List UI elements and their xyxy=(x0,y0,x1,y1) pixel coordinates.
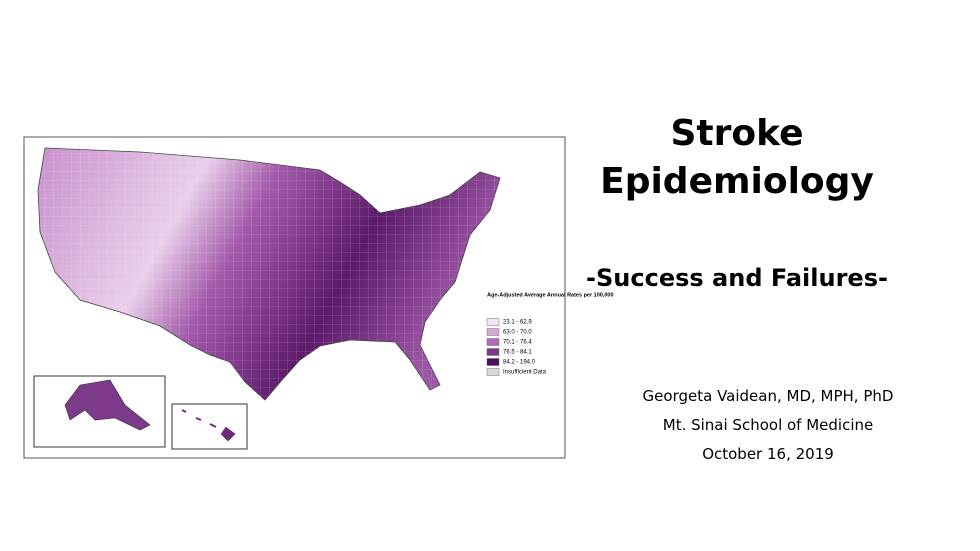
legend-label: 84.2 - 194.0 xyxy=(503,360,536,366)
legend-title: Age-Adjusted Average Annual Rates per 10… xyxy=(487,292,614,298)
legend-label: 70.1 - 76.4 xyxy=(503,340,532,346)
slide-title: Stroke Epidemiology xyxy=(600,113,874,202)
legend-swatch xyxy=(486,338,500,346)
legend-label: Insufficient Data xyxy=(503,370,547,376)
legend-swatch xyxy=(486,318,500,326)
hawaii xyxy=(181,409,236,442)
map-legend: Age-Adjusted Average Annual Rates per 10… xyxy=(486,292,614,376)
legend-swatch xyxy=(486,348,500,356)
legend-swatch xyxy=(486,368,500,376)
affiliation: Mt. Sinai School of Medicine xyxy=(662,416,874,434)
legend-swatch xyxy=(486,358,500,366)
date: October 16, 2019 xyxy=(702,445,834,463)
legend-label: 23.1 - 62.9 xyxy=(503,320,532,326)
slide-subtitle: -Success and Failures- xyxy=(586,264,888,292)
legend-swatch xyxy=(486,328,500,336)
us-map xyxy=(37,147,501,401)
legend-label: 63.0 - 70.0 xyxy=(503,330,532,336)
alaska xyxy=(64,379,151,431)
author: Georgeta Vaidean, MD, MPH, PhD xyxy=(642,387,894,405)
legend-label: 76.5 - 84.1 xyxy=(503,350,532,356)
